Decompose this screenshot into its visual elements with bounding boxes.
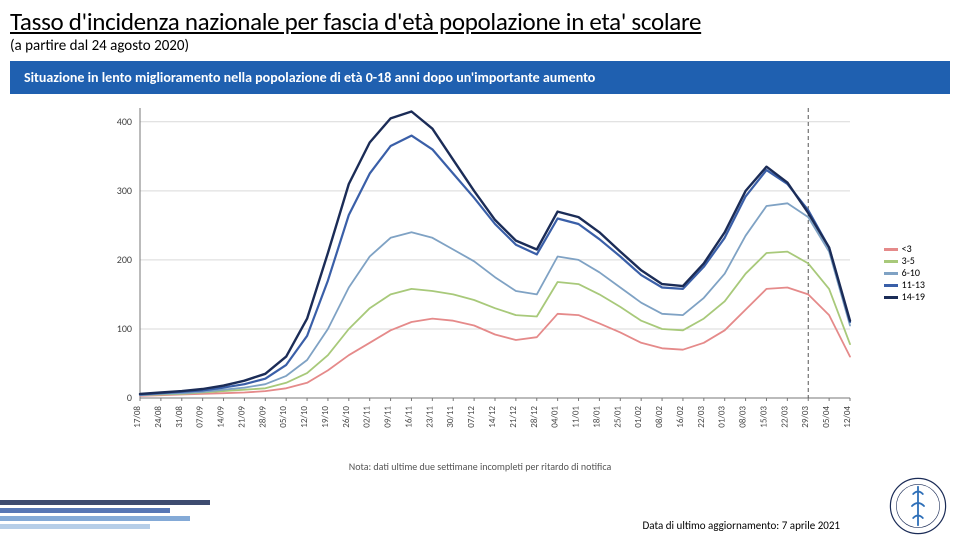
svg-text:21/09: 21/09: [236, 406, 247, 428]
update-date: Data di ultimo aggiornamento: 7 aprile 2…: [643, 519, 840, 532]
svg-text:05/10: 05/10: [278, 406, 289, 428]
svg-text:25/01: 25/01: [612, 406, 623, 428]
svg-text:01/03: 01/03: [717, 406, 728, 428]
svg-text:15/03: 15/03: [758, 406, 769, 428]
svg-text:12/04: 12/04: [842, 406, 853, 428]
svg-text:26/10: 26/10: [341, 406, 352, 428]
svg-text:30/11: 30/11: [445, 406, 456, 428]
incidence-chart: 0 100 200 300 400 17/08 24/08 31/08 07/09 14/09 21…: [90, 98, 870, 478]
svg-text:31/08: 31/08: [174, 406, 185, 428]
svg-text:0: 0: [127, 391, 132, 404]
legend-label: 14-19: [902, 291, 925, 303]
svg-text:11/01: 11/01: [571, 406, 582, 428]
svg-text:400: 400: [117, 115, 132, 128]
svg-text:14/12: 14/12: [487, 406, 498, 428]
svg-text:300: 300: [117, 184, 132, 197]
svg-text:08/02: 08/02: [654, 406, 665, 428]
svg-text:22/03: 22/03: [696, 406, 707, 428]
svg-text:07/09: 07/09: [195, 406, 206, 428]
svg-text:16/11: 16/11: [403, 406, 414, 428]
svg-text:07/12: 07/12: [466, 406, 477, 428]
legend-swatch: [884, 272, 898, 275]
chart-footnote: Nota: dati ultime due settimane incomple…: [90, 460, 870, 473]
svg-text:23/11: 23/11: [424, 406, 435, 428]
svg-text:02/11: 02/11: [362, 406, 373, 428]
svg-text:05/04: 05/04: [821, 406, 832, 428]
footer-decor: [0, 496, 210, 534]
iss-logo: [888, 476, 948, 536]
info-banner: Situazione in lento miglioramento nella …: [10, 61, 950, 94]
svg-text:16/02: 16/02: [675, 406, 686, 428]
svg-text:19/10: 19/10: [320, 406, 331, 428]
svg-text:28/09: 28/09: [257, 406, 268, 428]
svg-text:12/10: 12/10: [299, 406, 310, 428]
legend-item: 14-19: [884, 291, 925, 303]
svg-text:08/03: 08/03: [738, 406, 749, 428]
svg-text:22/03: 22/03: [779, 406, 790, 428]
page-subtitle: (a partire dal 24 agosto 2020): [0, 37, 960, 59]
legend-swatch: [884, 296, 898, 299]
svg-text:01/02: 01/02: [633, 406, 644, 428]
svg-text:04/01: 04/01: [550, 406, 561, 428]
legend-swatch: [884, 248, 898, 251]
svg-text:14/09: 14/09: [216, 406, 227, 428]
svg-text:21/12: 21/12: [508, 406, 519, 428]
svg-text:200: 200: [117, 253, 132, 266]
svg-text:100: 100: [117, 322, 132, 335]
chart-svg: 0 100 200 300 400 17/08 24/08 31/08 07/09 14/09 21…: [90, 98, 870, 458]
page-title: Tasso d'incidenza nazionale per fascia d…: [0, 0, 960, 37]
chart-legend: <33-56-1011-1314-19: [884, 243, 925, 303]
svg-text:09/11: 09/11: [383, 406, 394, 428]
svg-text:18/01: 18/01: [591, 406, 602, 428]
svg-text:29/03: 29/03: [800, 406, 811, 428]
legend-swatch: [884, 260, 898, 263]
svg-text:24/08: 24/08: [153, 406, 164, 428]
svg-text:28/12: 28/12: [529, 406, 540, 428]
legend-swatch: [884, 284, 898, 287]
svg-text:17/08: 17/08: [132, 406, 143, 428]
